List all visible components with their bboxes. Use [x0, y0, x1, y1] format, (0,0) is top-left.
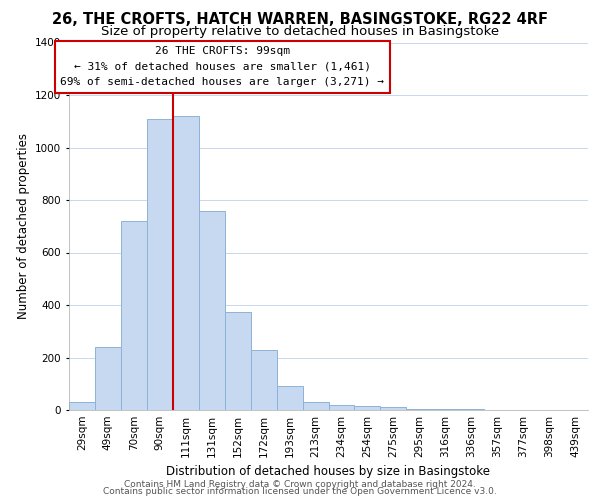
- Bar: [95, 347, 121, 410]
- Bar: [329, 405, 355, 410]
- Bar: [147, 118, 173, 410]
- Text: 26, THE CROFTS, HATCH WARREN, BASINGSTOKE, RG22 4RF: 26, THE CROFTS, HATCH WARREN, BASINGSTOK…: [52, 12, 548, 28]
- Bar: [277, 386, 302, 410]
- Bar: [121, 221, 147, 410]
- Text: 26 THE CROFTS: 99sqm
← 31% of detached houses are smaller (1,461)
69% of semi-de: 26 THE CROFTS: 99sqm ← 31% of detached h…: [60, 46, 384, 88]
- Bar: [69, 402, 95, 410]
- Text: Contains public sector information licensed under the Open Government Licence v3: Contains public sector information licen…: [103, 488, 497, 496]
- Bar: [173, 116, 199, 410]
- X-axis label: Distribution of detached houses by size in Basingstoke: Distribution of detached houses by size …: [167, 466, 491, 478]
- Bar: [199, 210, 224, 410]
- Bar: [406, 408, 432, 410]
- Text: Size of property relative to detached houses in Basingstoke: Size of property relative to detached ho…: [101, 25, 499, 38]
- Bar: [380, 408, 406, 410]
- Y-axis label: Number of detached properties: Number of detached properties: [17, 133, 29, 320]
- Bar: [355, 406, 380, 410]
- Bar: [225, 312, 251, 410]
- Text: Contains HM Land Registry data © Crown copyright and database right 2024.: Contains HM Land Registry data © Crown c…: [124, 480, 476, 489]
- Bar: [302, 402, 329, 410]
- Bar: [251, 350, 277, 410]
